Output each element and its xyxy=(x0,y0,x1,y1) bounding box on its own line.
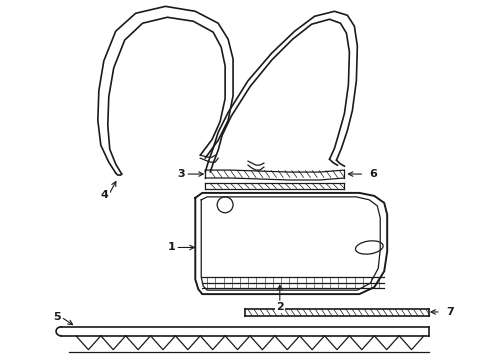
Text: 2: 2 xyxy=(276,302,284,312)
Text: 4: 4 xyxy=(101,190,109,200)
Text: 7: 7 xyxy=(446,307,454,317)
Text: 5: 5 xyxy=(53,312,61,322)
Text: 1: 1 xyxy=(168,243,175,252)
Ellipse shape xyxy=(355,241,383,254)
Text: 3: 3 xyxy=(178,169,185,179)
Text: 6: 6 xyxy=(369,169,377,179)
Circle shape xyxy=(217,197,233,213)
